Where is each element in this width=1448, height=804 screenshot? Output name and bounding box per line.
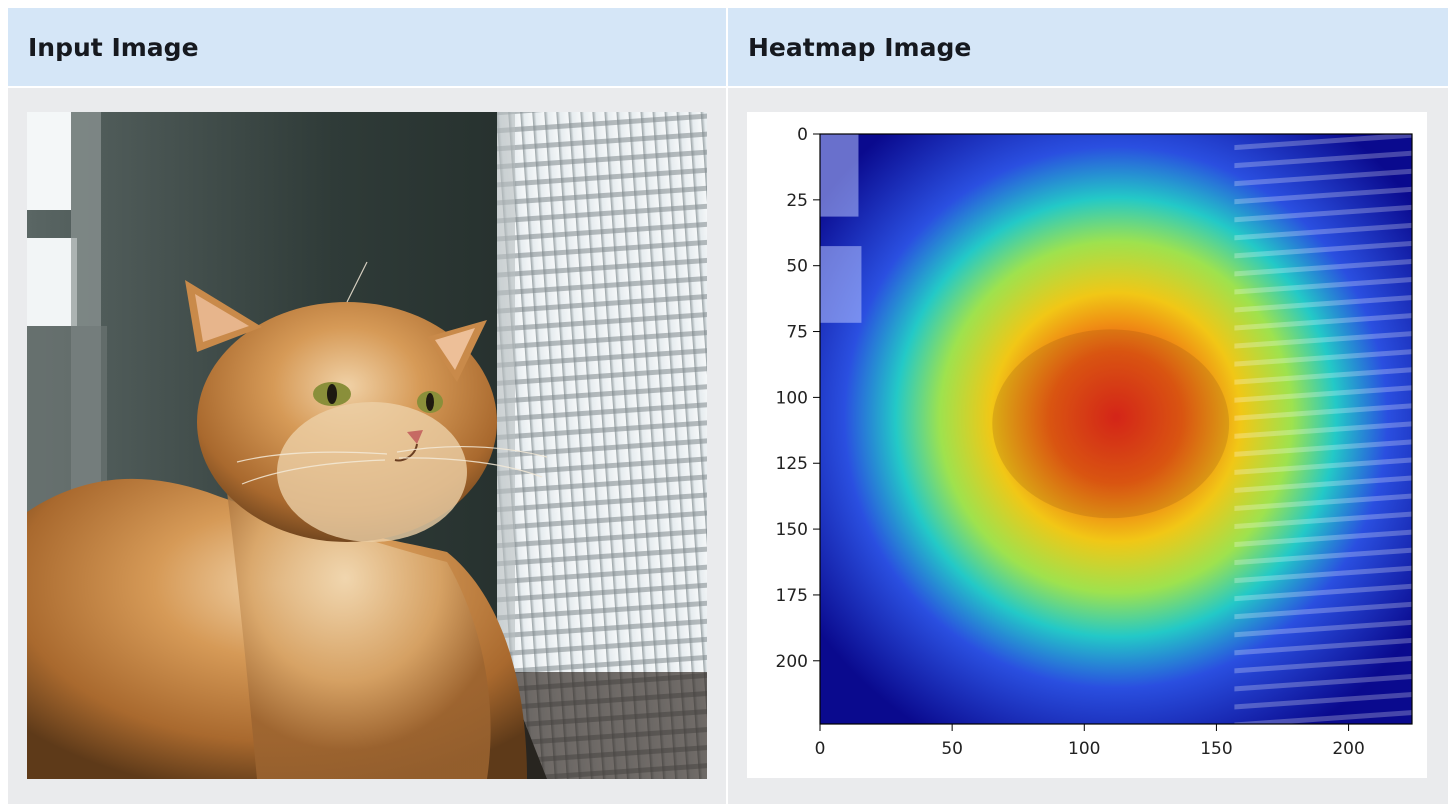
cat-photo-illustration xyxy=(27,112,707,779)
y-tick-label: 75 xyxy=(786,323,808,343)
input-cat-photo xyxy=(27,112,707,779)
y-tick-label: 0 xyxy=(797,125,808,145)
heatmap-image-header: Heatmap Image xyxy=(728,8,1448,86)
heatmap-figure: 0 50 100 150 200 0 25 50 75 100 125 150 175 200 xyxy=(747,112,1427,778)
x-axis: 0 50 100 150 200 xyxy=(815,724,1365,759)
y-tick-label: 50 xyxy=(786,257,808,277)
y-tick-label: 100 xyxy=(776,388,808,408)
x-tick-label: 100 xyxy=(1068,739,1100,759)
heatmap-image-cell: 0 50 100 150 200 0 25 50 75 100 125 150 175 200 xyxy=(728,88,1448,804)
heatmap-plot: 0 50 100 150 200 0 25 50 75 100 125 150 175 200 xyxy=(776,125,1413,759)
y-tick-label: 175 xyxy=(776,586,808,606)
y-axis: 0 25 50 75 100 125 150 175 200 xyxy=(776,125,820,672)
x-tick-label: 150 xyxy=(1200,739,1232,759)
y-tick-label: 150 xyxy=(776,520,808,540)
plot-frame xyxy=(819,133,1413,725)
y-tick-label: 25 xyxy=(786,191,808,211)
heatmap-image-area xyxy=(820,134,1412,724)
y-tick-label: 125 xyxy=(776,454,808,474)
results-table: Input Image Heatmap Image xyxy=(8,8,1448,804)
input-image-cell xyxy=(8,88,726,804)
input-image-header: Input Image xyxy=(8,8,726,86)
x-tick-label: 0 xyxy=(815,739,826,759)
x-tick-label: 200 xyxy=(1332,739,1364,759)
x-tick-label: 50 xyxy=(941,739,963,759)
y-tick-label: 200 xyxy=(776,652,808,672)
